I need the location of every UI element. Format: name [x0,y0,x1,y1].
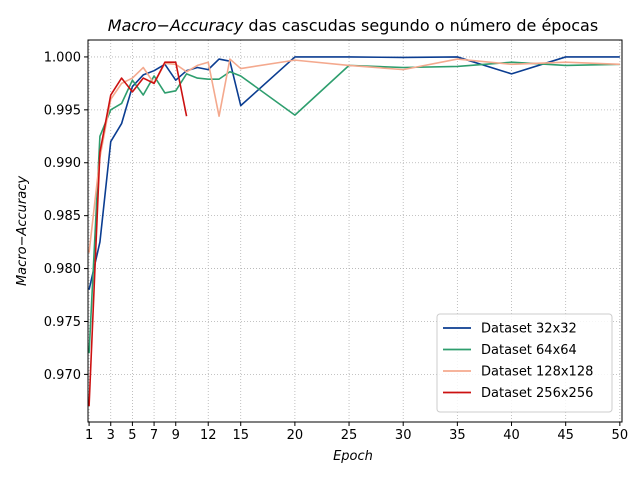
y-axis-label: Macro−Accuracy [15,176,30,286]
plot-area [87,39,623,423]
y-tick-label: 0.990 [44,156,81,171]
x-tick-label: 9 [172,428,180,443]
y-tick-label: 0.985 [44,209,81,224]
legend: Dataset 32x32 Dataset 64x64 Dataset 128x12… [436,313,613,413]
y-tick-label: 0.995 [44,103,81,118]
y-axis: 0.970 0.975 0.980 0.985 0.990 0.995 1.000 [44,50,88,383]
x-tick-label: 1 [85,428,93,443]
x-axis: 1 3 5 7 9 12 15 20 25 30 35 40 45 50 [85,422,628,443]
y-tick-label: 0.975 [44,315,81,330]
series-line-dataset-128x128 [88,58,620,253]
chart-title-rest: das cascudas segundo o número de épocas [243,16,598,35]
series-lines [88,56,620,407]
legend-entry-label: Dataset 32x32 [481,322,577,337]
legend-box [436,313,613,413]
y-tick-label: 1.000 [44,50,81,65]
chart-title: Macro−Accuracy das cascudas segundo o nú… [108,16,598,35]
x-tick-label: 20 [287,428,304,443]
x-tick-label: 7 [150,428,158,443]
x-tick-label: 25 [341,428,358,443]
series-line-dataset-256x256 [88,61,188,407]
x-tick-label: 35 [449,428,466,443]
x-axis-label: Epoch [333,449,373,464]
series-line-dataset-64x64 [88,61,620,354]
x-tick-label: 50 [612,428,629,443]
x-tick-label: 5 [128,428,136,443]
x-tick-label: 12 [200,428,217,443]
legend-entry-label: Dataset 256x256 [481,386,593,401]
legend-entry-label: Dataset 128x128 [481,365,593,380]
x-tick-label: 15 [232,428,249,443]
x-tick-label: 45 [557,428,574,443]
chart-title-italic: Macro−Accuracy [108,16,244,35]
x-tick-label: 30 [395,428,412,443]
legend-entry-label: Dataset 64x64 [481,343,577,358]
y-tick-label: 0.970 [44,368,81,383]
y-tick-label: 0.980 [44,262,81,277]
series-line-dataset-32x32 [88,56,620,290]
x-tick-label: 40 [503,428,520,443]
x-tick-label: 3 [107,428,115,443]
